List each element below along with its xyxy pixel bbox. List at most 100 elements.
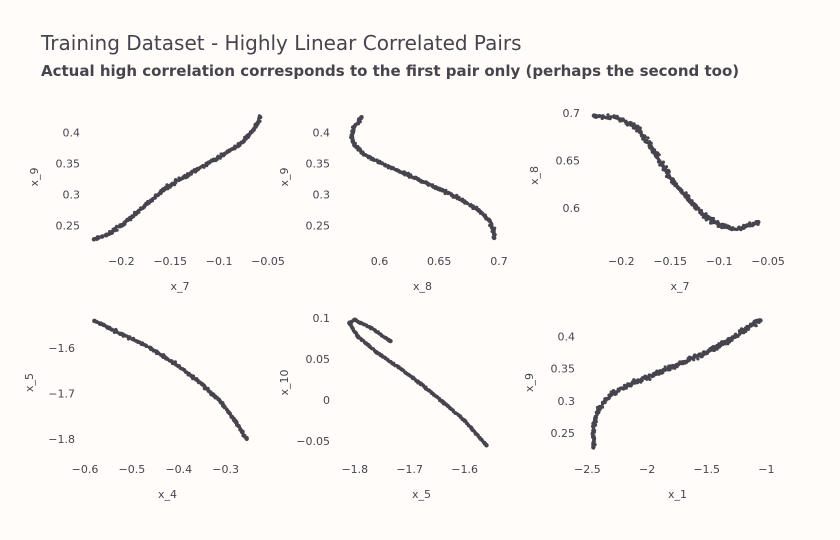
y-tick-label: 0.3: [63, 189, 81, 202]
scatter-point: [349, 133, 355, 138]
scatter-point: [374, 350, 379, 355]
scatter-point: [717, 345, 722, 349]
scatter-point: [728, 337, 733, 342]
scatter-point: [359, 150, 364, 155]
x-tick-label: −0.1: [206, 255, 233, 268]
scatter-point: [425, 181, 430, 186]
scatter-point: [614, 115, 619, 120]
subplot-6: −2.5 −2 −1.5 −1 0.25 0.3 0.35 0.4 x_1 x_9: [523, 318, 775, 501]
scatter-point: [476, 208, 481, 213]
scatter-point: [597, 405, 602, 410]
scatter-point: [648, 143, 653, 149]
scatter-point: [484, 443, 489, 448]
y-tick-label: 0.4: [63, 127, 81, 140]
x-axis-label: x_1: [668, 488, 687, 501]
scatter-point: [609, 392, 614, 397]
scatter-point: [661, 370, 665, 375]
y-axis-label: x_8: [528, 166, 541, 185]
scatter-point: [663, 365, 667, 369]
scatter-point: [758, 318, 763, 323]
scatter-point: [174, 178, 178, 182]
scatter-point: [608, 115, 612, 119]
scatter-point: [592, 434, 596, 439]
scatter-point: [145, 344, 149, 348]
x-tick-label: −0.05: [251, 255, 285, 268]
y-tick-label: 0.25: [56, 220, 81, 233]
y-axis-label: x_9: [523, 373, 536, 392]
x-axis-label: x_8: [413, 280, 432, 293]
scatter-point: [686, 193, 690, 198]
scatter-point: [696, 354, 700, 358]
scatter-point: [451, 195, 455, 199]
scatter-point: [115, 228, 119, 232]
y-tick-label: 0.7: [563, 107, 581, 120]
scatter-point: [487, 218, 492, 223]
scatter-point: [694, 207, 698, 211]
scatter-point: [606, 113, 610, 117]
subplot-2: 0.6 0.65 0.7 0.25 0.3 0.35 0.4 x_8 x_9: [278, 115, 508, 293]
scatter-point: [133, 211, 139, 216]
scatter-point: [621, 117, 625, 121]
scatter-point: [418, 381, 423, 386]
scatter-point: [228, 411, 232, 415]
scatter-point: [597, 410, 601, 414]
y-tick-label: 0.65: [556, 154, 581, 167]
scatter-point: [163, 186, 168, 191]
chart-subtitle: Actual high correlation corresponds to t…: [41, 62, 740, 80]
y-tick-label: 0.25: [306, 220, 331, 233]
y-axis-label: x_5: [23, 373, 36, 392]
scatter-point: [465, 201, 469, 205]
scatter-point: [704, 350, 709, 355]
scatter-point: [638, 129, 643, 133]
y-axis-label: x_9: [28, 167, 41, 186]
scatter-point: [443, 189, 448, 194]
x-axis-label: x_7: [670, 280, 689, 293]
scatter-point: [632, 379, 638, 384]
scatter-point: [244, 436, 249, 441]
y-tick-label: −1.8: [48, 433, 75, 446]
scatter-point: [232, 418, 238, 423]
y-tick-label: 0.35: [306, 158, 331, 171]
scatter-point: [352, 142, 357, 148]
scatter-point: [239, 429, 245, 435]
scatter-series: [91, 114, 263, 242]
scatter-point: [120, 332, 125, 337]
scatter-series: [590, 318, 763, 450]
x-tick-label: −0.6: [72, 463, 99, 476]
y-tick-label: 0.4: [558, 331, 576, 344]
scatter-point: [92, 318, 97, 323]
scatter-point: [221, 152, 227, 157]
x-tick-label: −2: [639, 463, 655, 476]
scatter-point: [490, 226, 496, 231]
scatter-point: [692, 204, 696, 208]
x-tick-label: −2.5: [574, 463, 601, 476]
y-tick-label: 0.4: [313, 127, 331, 140]
x-tick-label: −0.5: [119, 463, 146, 476]
scatter-point: [664, 367, 668, 372]
x-tick-label: −0.05: [751, 255, 785, 268]
scatter-point: [748, 221, 752, 225]
x-tick-label: 0.7: [490, 255, 508, 268]
scatter-point: [751, 221, 756, 227]
scatter-point: [603, 400, 607, 405]
scatter-point: [607, 396, 611, 400]
scatter-point: [729, 226, 734, 231]
scatter-point: [177, 177, 183, 182]
scatter-point: [647, 373, 651, 377]
x-tick-label: −1.8: [341, 463, 368, 476]
scatter-point: [101, 235, 105, 239]
scatter-point: [704, 218, 708, 222]
scatter-point: [681, 191, 685, 196]
scatter-point: [176, 364, 181, 369]
scatter-point: [625, 123, 630, 127]
y-tick-label: 0.05: [306, 353, 331, 366]
scatter-point: [633, 124, 639, 130]
scatter-point: [707, 216, 711, 220]
scatter-point: [687, 199, 692, 204]
x-tick-label: −1.5: [693, 463, 720, 476]
subplot-4: −0.6 −0.5 −0.4 −0.3 −1.8 −1.7 −1.6 x_4 x_5: [23, 318, 249, 501]
scatter-point: [724, 342, 728, 346]
scatter-point: [696, 357, 700, 361]
scatter-point: [401, 170, 406, 176]
scatter-point: [702, 213, 707, 218]
